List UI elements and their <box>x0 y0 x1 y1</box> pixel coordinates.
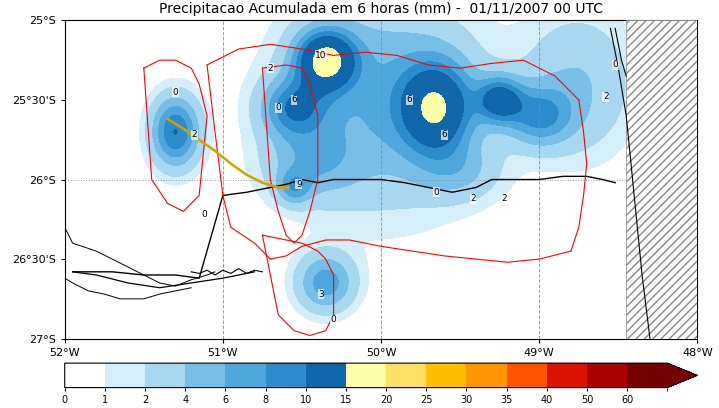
Text: 2: 2 <box>470 194 476 203</box>
Text: 6: 6 <box>441 131 447 140</box>
Text: 0: 0 <box>613 60 618 69</box>
Bar <box>626 20 697 339</box>
Text: 6: 6 <box>407 95 413 104</box>
Text: 6: 6 <box>291 95 297 104</box>
Text: 3: 3 <box>318 290 324 299</box>
Text: 9: 9 <box>296 180 302 189</box>
Text: 0: 0 <box>331 315 336 324</box>
Text: 0: 0 <box>173 87 178 97</box>
Text: 0: 0 <box>201 210 207 219</box>
PathPatch shape <box>667 363 697 388</box>
Text: 0: 0 <box>434 188 439 197</box>
Text: 10: 10 <box>315 51 326 60</box>
Text: 2: 2 <box>267 64 273 73</box>
Text: 2: 2 <box>191 131 197 140</box>
Text: 2: 2 <box>603 92 608 101</box>
Title: Precipitacao Acumulada em 6 horas (mm) -  01/11/2007 00 UTC: Precipitacao Acumulada em 6 horas (mm) -… <box>159 2 603 16</box>
Text: 0: 0 <box>275 103 281 113</box>
Text: 2: 2 <box>502 194 508 203</box>
